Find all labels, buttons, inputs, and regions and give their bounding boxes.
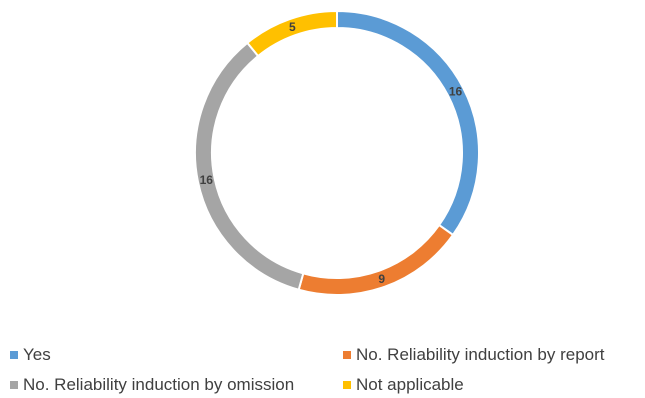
chart-data-labels: 16 9 16 5 bbox=[200, 20, 463, 286]
slice-report bbox=[297, 223, 455, 296]
data-label-omission: 16 bbox=[200, 173, 214, 187]
data-label-yes: 16 bbox=[449, 85, 463, 99]
legend-item-yes: Yes bbox=[10, 345, 51, 365]
legend-label-not-applicable: Not applicable bbox=[356, 375, 464, 394]
legend-label-omission: No. Reliability induction by omission bbox=[23, 375, 295, 394]
slice-yes bbox=[336, 9, 480, 237]
data-label-not-applicable: 5 bbox=[289, 20, 296, 34]
legend-swatch-not-applicable bbox=[343, 381, 351, 389]
chart-slices bbox=[194, 9, 480, 296]
legend-swatch-report bbox=[343, 351, 351, 359]
legend-label-report: No. Reliability induction by report bbox=[356, 345, 605, 364]
legend-item-omission: No. Reliability induction by omission bbox=[10, 375, 294, 395]
data-label-report: 9 bbox=[378, 272, 385, 286]
slice-omission bbox=[194, 41, 305, 291]
legend-item-not-applicable: Not applicable bbox=[343, 375, 464, 395]
legend-swatch-omission bbox=[10, 381, 18, 389]
slice-not-applicable bbox=[245, 9, 338, 58]
legend-label-yes: Yes bbox=[23, 345, 51, 364]
legend-item-report: No. Reliability induction by report bbox=[343, 345, 605, 365]
legend-swatch-yes bbox=[10, 351, 18, 359]
